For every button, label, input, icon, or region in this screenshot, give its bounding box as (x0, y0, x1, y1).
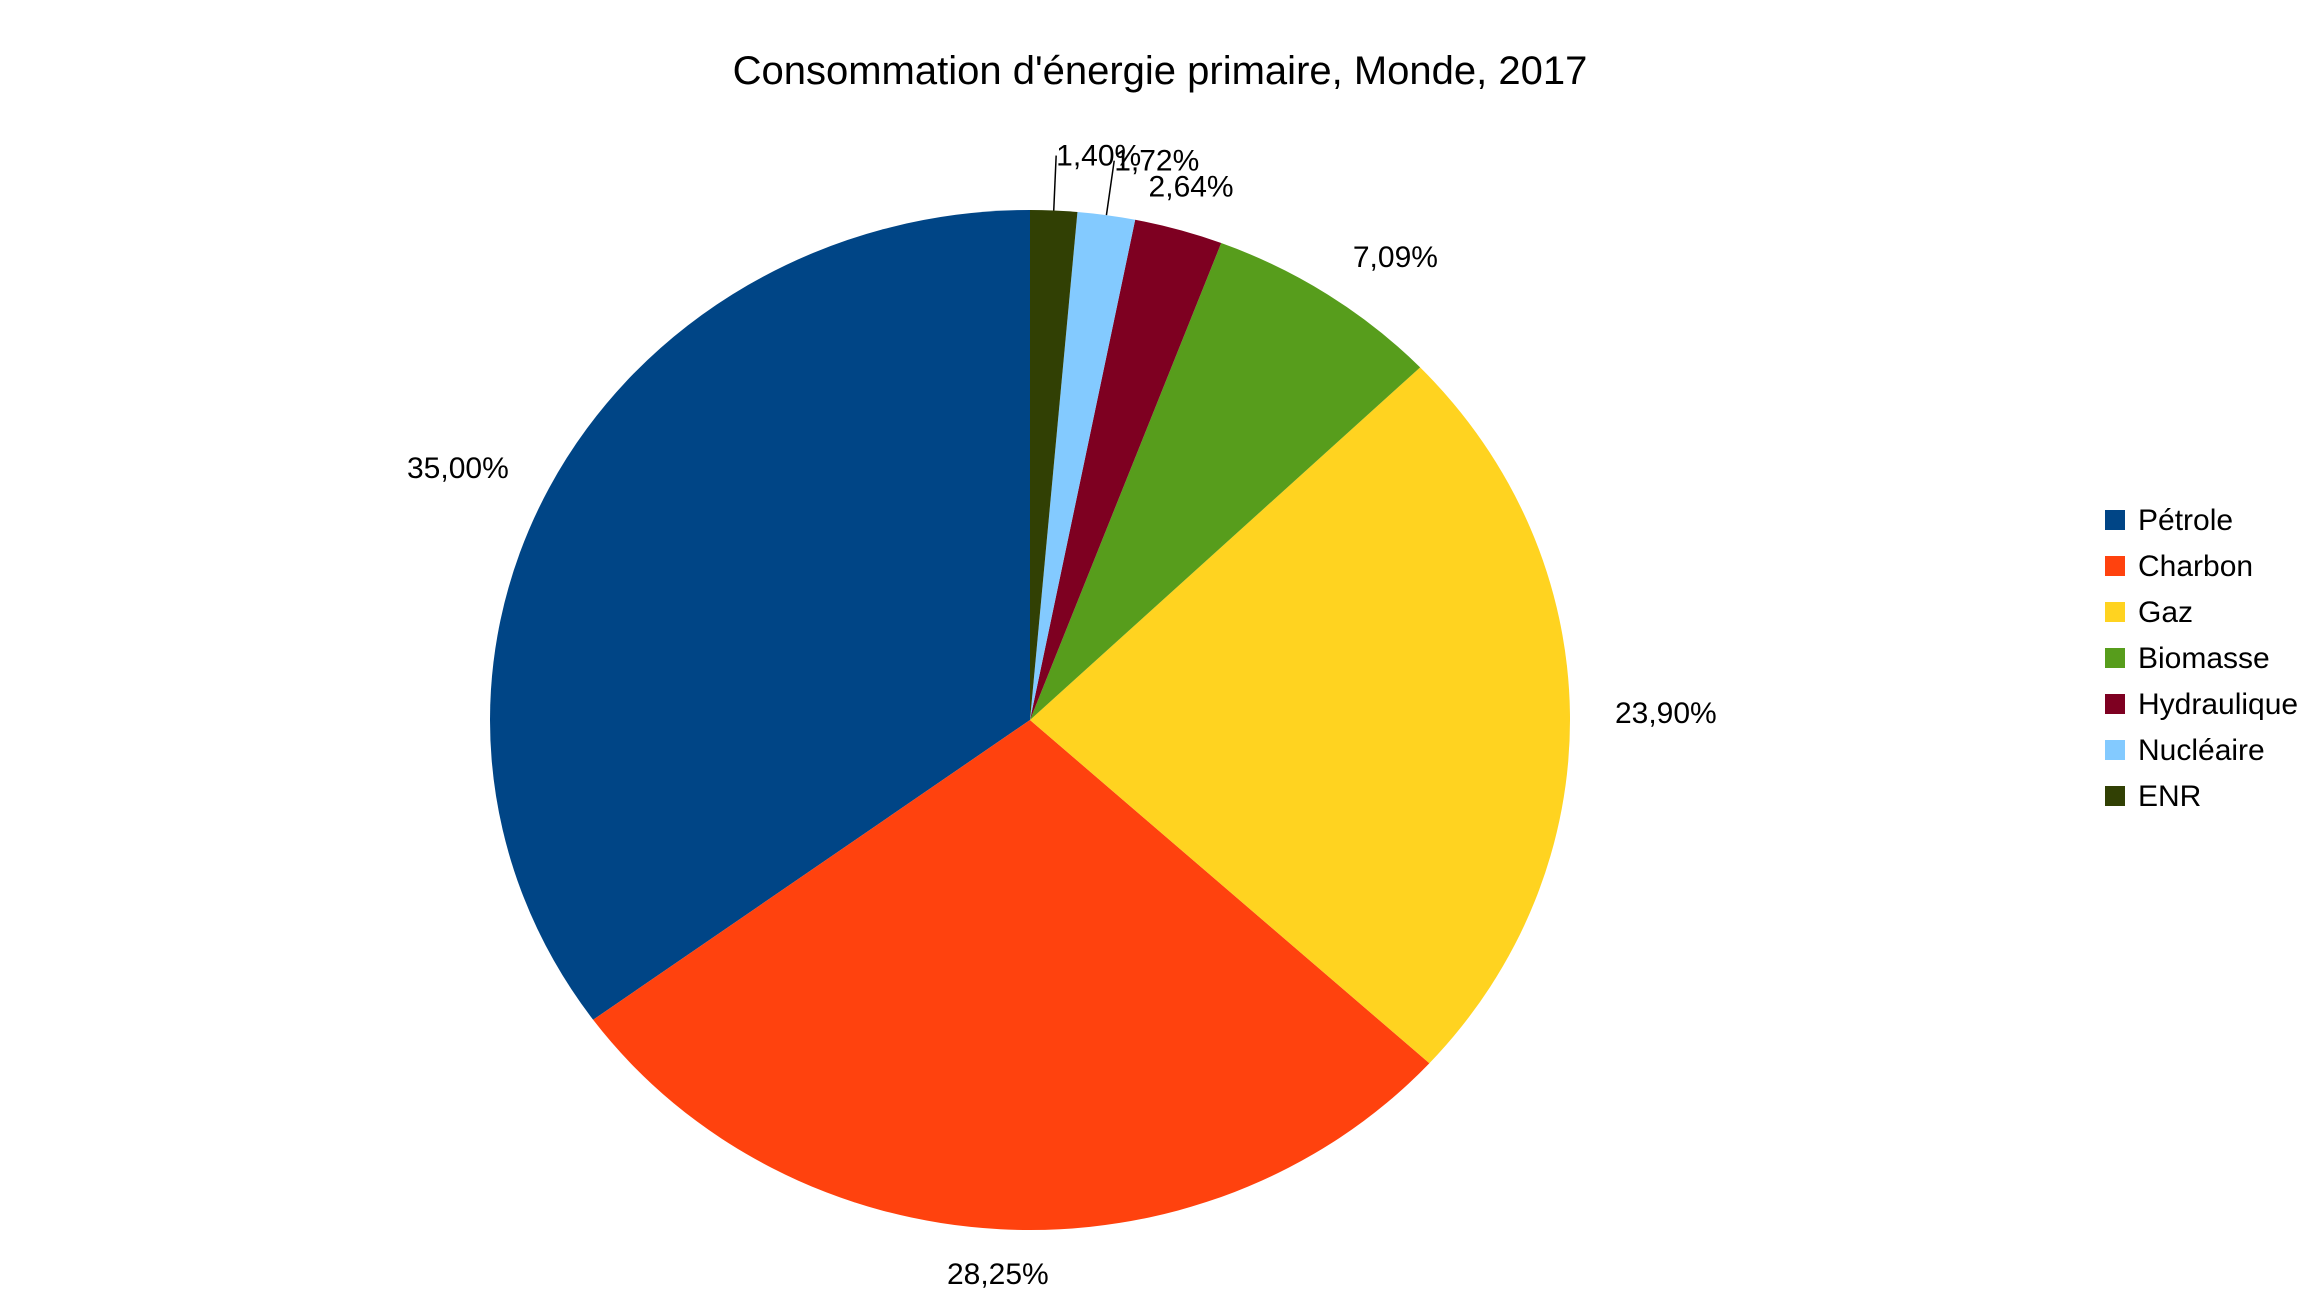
legend-swatch-nucleaire (2105, 740, 2125, 760)
legend-swatch-biomasse (2105, 648, 2125, 668)
chart-title: Consommation d'énergie primaire, Monde, … (733, 49, 1588, 93)
legend-label-charbon: Charbon (2138, 550, 2253, 583)
legend-swatch-charbon (2105, 556, 2125, 576)
data-labels: 35,00% 28,25% 23,90% 7,09% 2,64%1,72%1,40% (407, 140, 1717, 1292)
data-label-gaz: 23,90% (1615, 697, 1717, 730)
leader-line-enr (1052, 155, 1057, 211)
pie-slices (489, 210, 1570, 1231)
legend-item-hydraulique: Hydraulique (2105, 688, 2298, 721)
data-label-hydraulique: 2,64% (1149, 170, 1234, 203)
legend-item-petrole: Pétrole (2105, 504, 2233, 537)
data-label-nucleaire: 1,72% (1114, 145, 1199, 178)
legend-label-hydraulique: Hydraulique (2138, 688, 2298, 721)
legend-label-biomasse: Biomasse (2138, 642, 2270, 675)
legend-label-nucleaire: Nucléaire (2138, 734, 2265, 767)
legend-swatch-hydraulique (2105, 694, 2125, 714)
legend-item-nucleaire: Nucléaire (2105, 734, 2265, 767)
legend-swatch-gaz (2105, 602, 2125, 622)
pie-slice-biomasse (1030, 243, 1421, 720)
legend-item-biomasse: Biomasse (2105, 642, 2270, 675)
data-label-petrole: 35,00% (407, 452, 509, 485)
pie-slice-gaz (1030, 367, 1570, 1064)
leader-line-nucleaire (1105, 160, 1115, 216)
legend-swatch-enr (2105, 786, 2125, 806)
legend: Pétrole Charbon Gaz Biomasse Hydraulique Nucl… (2105, 504, 2298, 813)
pie-slice-charbon (593, 720, 1430, 1231)
pie-slice-hydraulique (1030, 219, 1222, 720)
pie-slice-nucleaire (1030, 211, 1136, 720)
data-label-biomasse: 7,09% (1353, 241, 1438, 274)
legend-swatch-petrole (2105, 510, 2125, 530)
leader-lines (1052, 155, 1115, 216)
legend-item-enr: ENR (2105, 780, 2201, 813)
data-label-charbon: 28,25% (947, 1258, 1049, 1291)
legend-label-petrole: Pétrole (2138, 504, 2233, 537)
data-label-enr: 1,40% (1056, 140, 1141, 173)
pie-slice-enr (1030, 210, 1078, 720)
pie-slice-petrole (489, 210, 1030, 1020)
legend-item-gaz: Gaz (2105, 596, 2193, 629)
legend-label-gaz: Gaz (2138, 596, 2193, 629)
legend-item-charbon: Charbon (2105, 550, 2253, 583)
legend-label-enr: ENR (2138, 780, 2201, 813)
